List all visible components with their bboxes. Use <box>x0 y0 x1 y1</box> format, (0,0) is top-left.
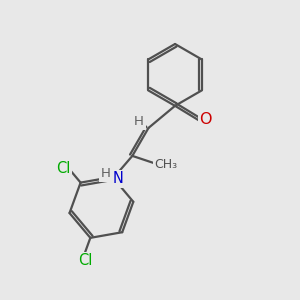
Text: CH₃: CH₃ <box>154 158 178 171</box>
Text: O: O <box>200 112 212 128</box>
Text: H: H <box>101 167 111 180</box>
Text: Cl: Cl <box>78 254 92 268</box>
Text: Cl: Cl <box>56 160 70 175</box>
Text: H: H <box>134 115 144 128</box>
Text: N: N <box>113 171 124 186</box>
